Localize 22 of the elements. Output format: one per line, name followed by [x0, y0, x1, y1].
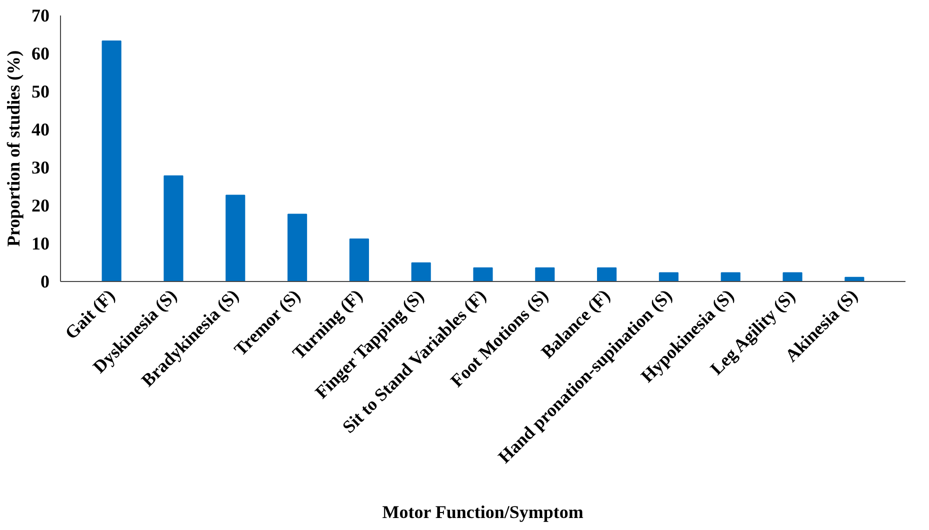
y-tick-label: 0	[40, 272, 50, 292]
y-axis-title: Proportion of studies (%)	[4, 50, 24, 247]
bar	[226, 194, 246, 282]
bar	[597, 267, 617, 282]
y-tick-label: 10	[32, 234, 50, 254]
bar	[411, 262, 431, 282]
bar	[349, 238, 369, 282]
bar	[473, 267, 493, 282]
bar	[288, 214, 308, 282]
x-axis-title: Motor Function/Symptom	[382, 502, 584, 522]
y-tick-label: 20	[32, 196, 50, 216]
y-tick-label: 40	[32, 120, 50, 140]
y-tick-label: 70	[32, 6, 50, 26]
y-tick-label: 30	[32, 158, 50, 178]
bar	[164, 175, 184, 282]
bar	[535, 267, 555, 282]
bar	[782, 272, 802, 282]
bar	[102, 40, 122, 282]
y-tick-label: 60	[32, 44, 50, 64]
bar	[658, 272, 678, 282]
bar	[720, 272, 740, 282]
y-tick-label: 50	[32, 82, 50, 102]
